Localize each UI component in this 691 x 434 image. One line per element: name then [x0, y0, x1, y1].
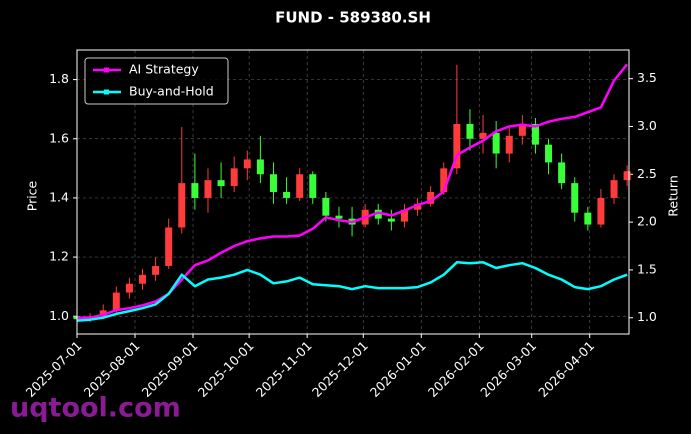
candle-body [112, 292, 120, 311]
y2-tick-label: 3.0 [637, 118, 657, 133]
candle-body [178, 183, 186, 228]
candle-body [296, 174, 304, 198]
candle-body [414, 203, 422, 210]
candle-body [505, 135, 513, 154]
x-tick-label: 2026-03-01 [477, 338, 539, 400]
y-tick-label: 1.8 [49, 71, 69, 86]
plot-frame [76, 49, 630, 335]
candle-body [309, 174, 317, 198]
candle-body [204, 180, 212, 198]
y2-tick-label: 1.5 [637, 261, 657, 276]
candle-body [597, 197, 605, 225]
legend-label: AI Strategy [129, 62, 199, 77]
candle-body [322, 197, 330, 216]
y-tick-label: 1.2 [49, 249, 69, 264]
candle-body [230, 168, 238, 187]
candle-body [427, 192, 435, 204]
y-tick-label: 1.0 [49, 308, 69, 323]
candle-body [374, 209, 382, 219]
watermark: uqtool.com [10, 393, 181, 424]
candle-body [545, 144, 553, 163]
y2-axis-label: Return [666, 175, 681, 216]
candle-body [400, 209, 408, 222]
candle-body [138, 274, 146, 284]
candle-body [440, 168, 448, 192]
candle-body [125, 283, 133, 293]
candle-body [243, 159, 251, 169]
y-tick-label: 1.6 [49, 130, 69, 145]
x-tick-label: 2026-01-01 [367, 338, 429, 400]
candle-body [269, 174, 277, 192]
legend-marker [104, 67, 109, 73]
candle-body [479, 132, 487, 139]
candle-body [191, 183, 199, 198]
candle-body [387, 218, 395, 222]
candle-body [99, 310, 107, 317]
x-tick-label: 2025-11-01 [253, 338, 315, 400]
candle-body [623, 171, 631, 181]
x-tick-label: 2025-12-01 [309, 338, 371, 400]
candle-body [584, 212, 592, 225]
series-line [76, 261, 628, 322]
legend-label: Buy-and-Hold [129, 84, 214, 99]
x-tick-label: 2026-04-01 [535, 338, 597, 400]
y-axis-label: Price [25, 180, 40, 211]
candle-body [466, 123, 474, 139]
candle-body [256, 159, 264, 175]
x-tick-label: 2025-09-01 [139, 338, 201, 400]
candle-body [518, 123, 526, 136]
candle-body [610, 180, 618, 198]
y2-tick-label: 2.0 [637, 214, 657, 229]
candle-body [165, 227, 173, 266]
y2-tick-label: 3.5 [637, 70, 657, 85]
x-tick-label: 2025-07-01 [23, 338, 85, 400]
chart-title: FUND - 589380.SH [275, 9, 431, 27]
candle-body [217, 180, 225, 187]
candle-body [453, 123, 461, 169]
x-tick-label: 2025-08-01 [81, 338, 143, 400]
candle-body [492, 132, 500, 154]
candle-body [152, 265, 160, 275]
x-tick-label: 2025-10-01 [195, 338, 257, 400]
candle-body [531, 123, 539, 145]
y2-tick-label: 1.0 [637, 309, 657, 324]
y-tick-label: 1.4 [49, 189, 69, 204]
candle-body [283, 192, 291, 198]
candle-body [571, 183, 579, 213]
candle-body [558, 162, 566, 184]
legend-marker [104, 89, 109, 95]
y2-tick-label: 2.5 [637, 166, 657, 181]
candle-body [335, 215, 343, 219]
